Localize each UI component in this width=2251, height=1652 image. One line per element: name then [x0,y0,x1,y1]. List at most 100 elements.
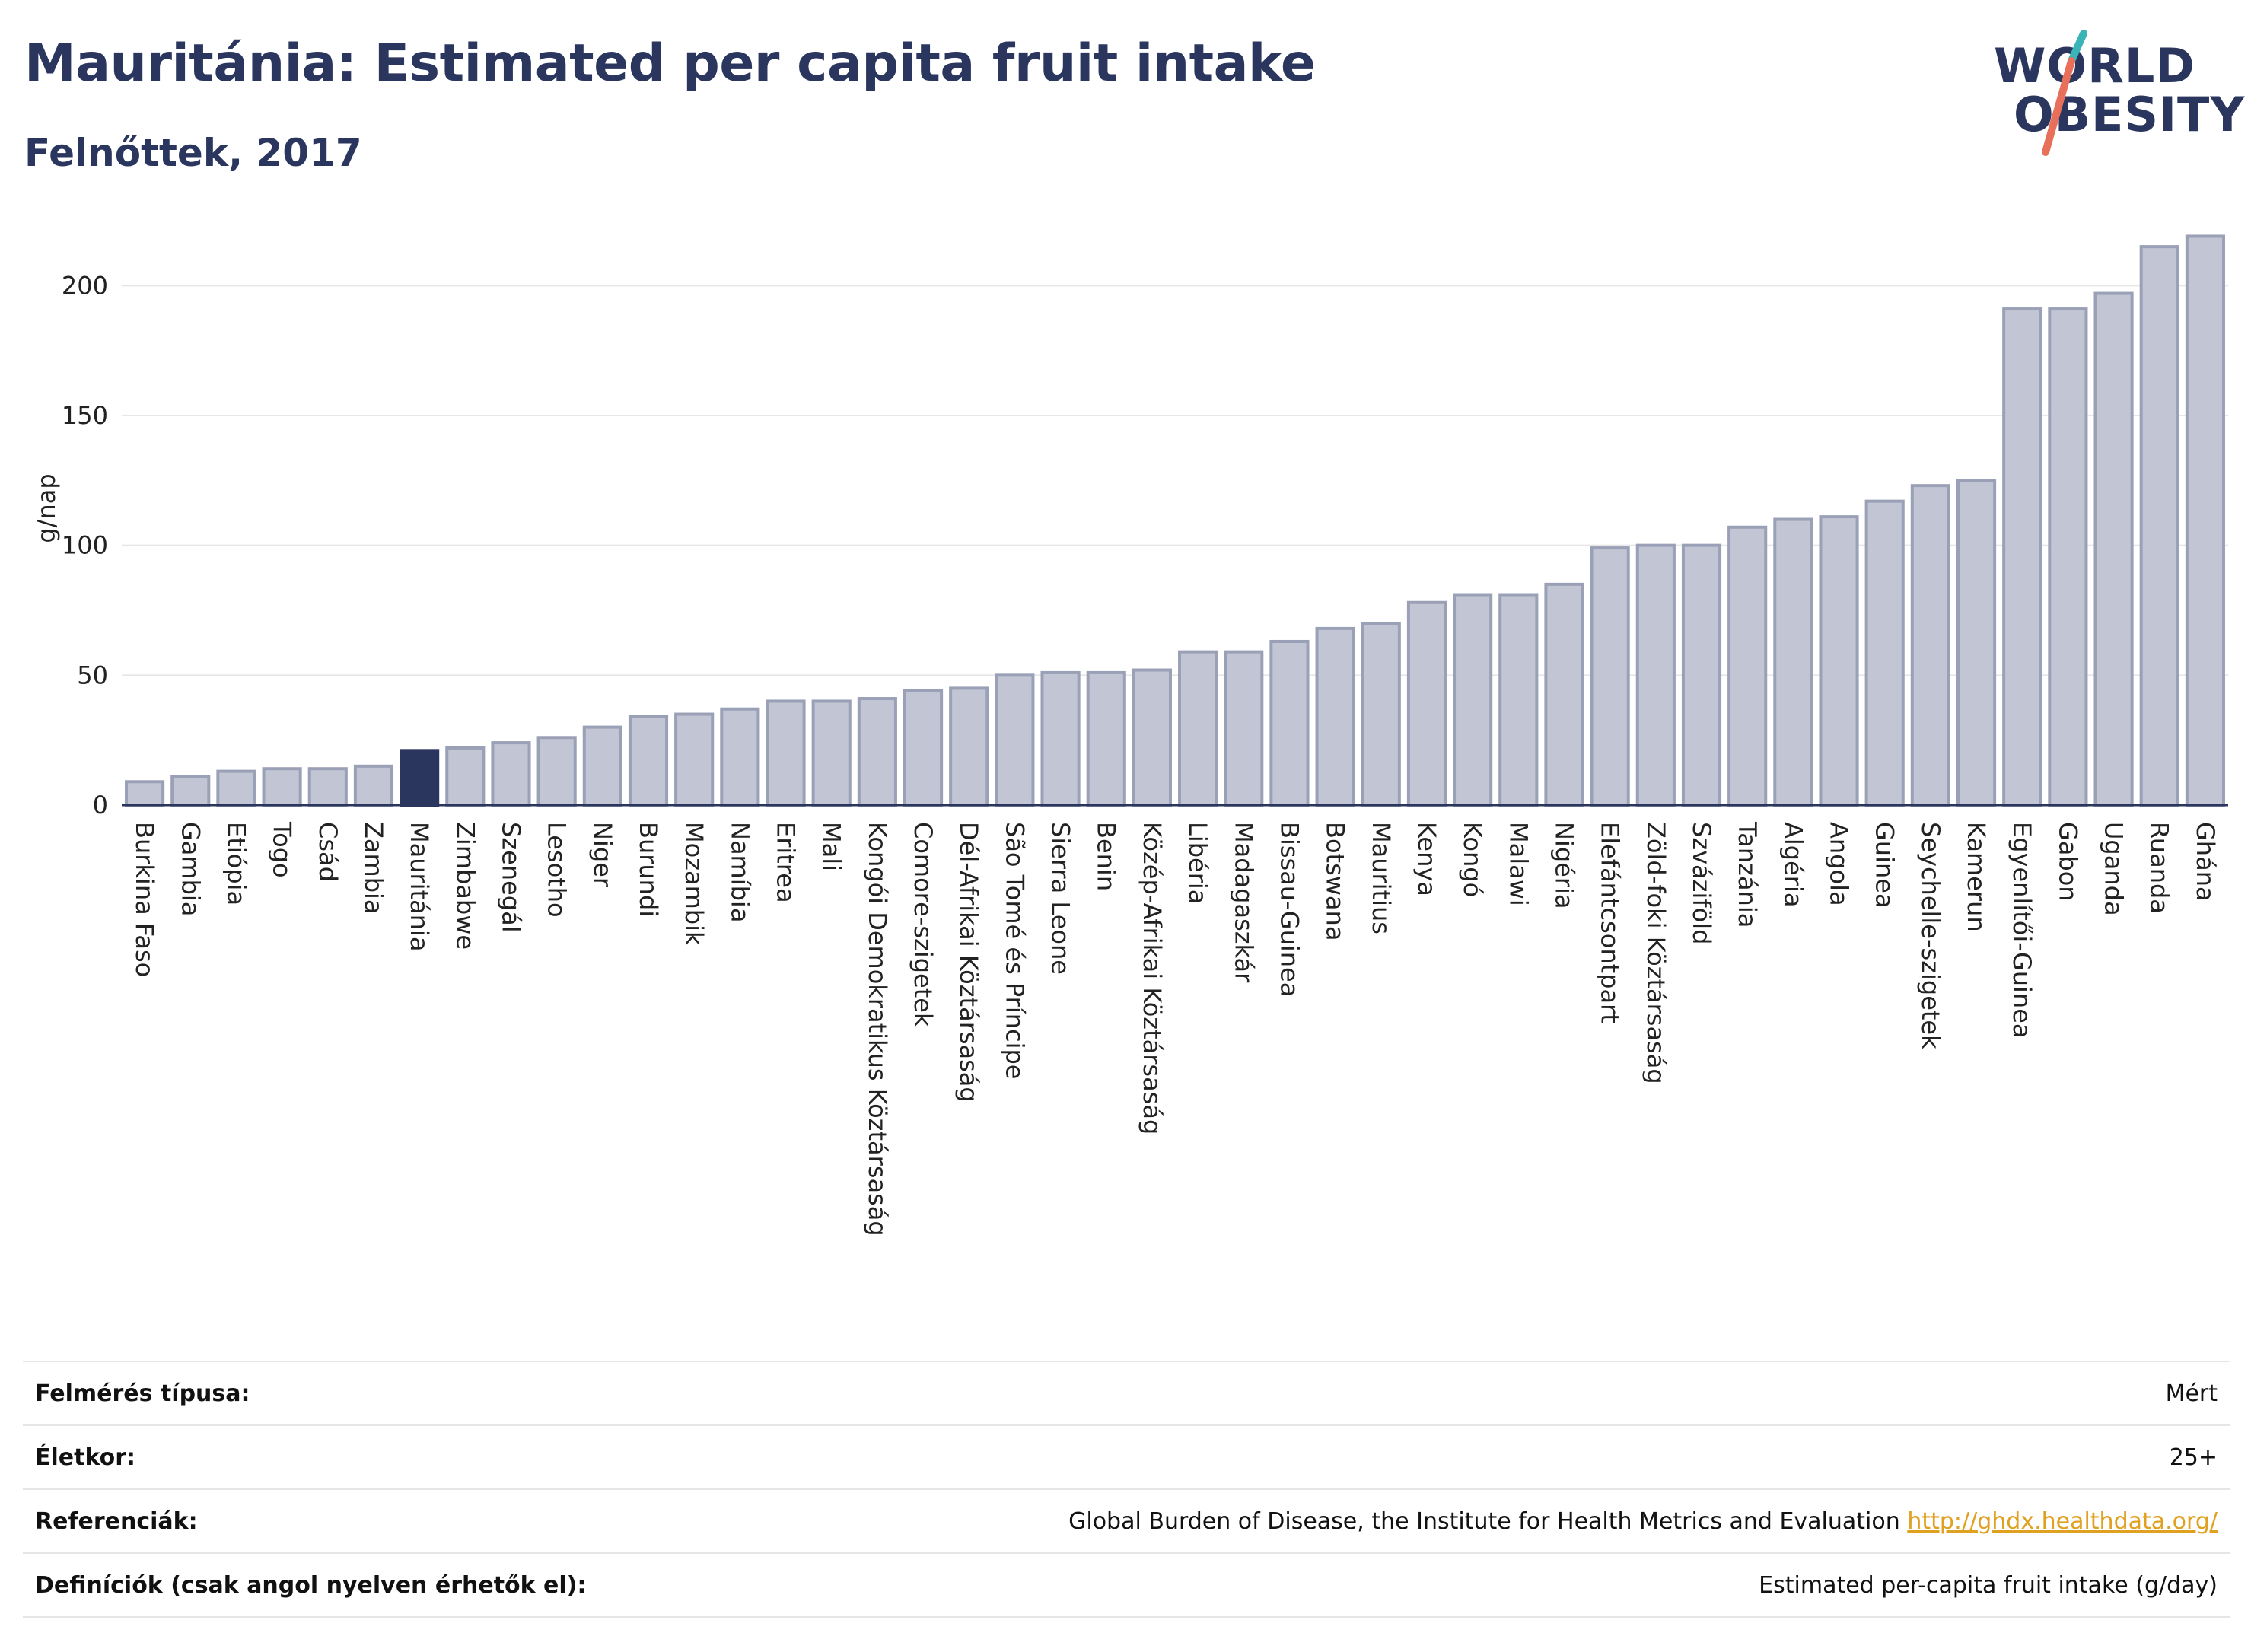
x-tick-label: Nigéria [1549,822,1578,909]
bar-eti-pia[interactable] [216,769,256,807]
x-tick-label: Madagaszkár [1229,822,1258,983]
x-tick-label: Zimbabwe [451,822,479,950]
bar-ruanda[interactable] [2139,245,2179,807]
bar-togo[interactable] [262,767,302,807]
bar-mali[interactable] [811,699,852,807]
x-tick-label: São Tomé és Príncipe [1000,822,1029,1079]
bar-nam-bia[interactable] [720,707,760,807]
y-tick-label: 100 [62,531,108,560]
bar-szv-zif-ld[interactable] [1681,543,1722,807]
metadata-table: Felmérés típusa: Mért Életkor: 25+ Refer… [23,1361,2230,1618]
meta-value: 25+ [2169,1444,2218,1471]
chart-subtitle: Felnőttek, 2017 [24,131,362,175]
bar-benin[interactable] [1086,670,1126,807]
x-tick-label: Ruanda [2145,822,2174,914]
bar-tanz-nia[interactable] [1727,525,1768,807]
bar-burkina-faso[interactable] [125,780,165,807]
meta-row-survey-type: Felmérés típusa: Mért [23,1361,2230,1424]
y-tick-label: 150 [62,401,108,430]
x-tick-label: Csád [314,822,342,882]
bar-kong-i-demokratikus-k-zt-rsas-g[interactable] [857,697,897,807]
bar-egyenl-t-i-guinea[interactable] [2002,307,2042,807]
x-tick-label: Gabon [2053,822,2082,902]
x-tick-label: Kongói Demokratikus Köztársaság [863,822,892,1237]
bar-nig-ria[interactable] [1544,582,1584,807]
bar-angola[interactable] [1819,515,1859,807]
x-tick-label: Seychelle-szigetek [1916,822,1945,1049]
x-tick-label: Niger [588,822,617,888]
y-tick-label: 200 [62,271,108,300]
meta-value: Mért [2165,1380,2218,1407]
x-tick-label: Togo [268,821,297,878]
x-tick-label: Kenya [1412,822,1441,896]
reference-link[interactable]: http://ghdx.healthdata.org/ [1907,1508,2218,1535]
meta-value-references: Global Burden of Disease, the Institute … [1068,1508,2218,1535]
bar-alg-ria[interactable] [1773,517,1813,807]
meta-row-definitions: Definíciók (csak angol nyelven érhetők e… [23,1552,2230,1618]
bar-maurit-nia[interactable] [400,749,440,807]
x-tick-label: Bissau-Guinea [1275,822,1304,997]
bar-uganda[interactable] [2093,291,2134,807]
logo-slash-icon [2042,30,2087,156]
bar-k-z-p-afrikai-k-zt-rsas-g[interactable] [1132,668,1172,807]
x-tick-label: Kongó [1458,822,1487,897]
bar-szeneg-l[interactable] [491,741,531,807]
bar-lib-ria[interactable] [1178,650,1218,807]
bar-comore-szigetek[interactable] [903,689,944,807]
x-tick-label: Mauritánia [405,822,434,951]
x-tick-label: Mali [817,822,846,871]
bar-kamerun[interactable] [1956,479,1997,807]
meta-row-references: Referenciák: Global Burden of Disease, t… [23,1488,2230,1552]
meta-label: Felmérés típusa: [35,1380,250,1407]
bar-cs-d[interactable] [307,767,348,807]
bar-eritrea[interactable] [766,699,806,807]
x-tick-label: Etiópia [221,822,250,906]
bar-kenya[interactable] [1406,600,1447,807]
x-tick-label: Botswana [1321,822,1350,941]
bar-botswana[interactable] [1315,626,1355,807]
x-tick-label: Burundi [634,822,663,917]
bar-chart: 0 50 100 150 200 Burkina Faso Gambia Etiópia To… [32,234,2228,1237]
x-tick-label: Malawi [1504,822,1533,906]
y-tick-labels: 0 50 100 150 200 [62,271,108,820]
bar-s-o-tom-s-pr-ncipe[interactable] [995,673,1035,807]
x-tick-label: Gambia [176,822,205,916]
bar-gabon[interactable] [2048,307,2088,807]
meta-label: Definíciók (csak angol nyelven érhetők e… [35,1572,587,1599]
meta-value: Estimated per-capita fruit intake (g/day… [1759,1572,2218,1599]
bar-d-l-afrikai-k-zt-rsas-g[interactable] [949,686,989,807]
bar-malawi[interactable] [1498,593,1539,807]
x-tick-label: Guinea [1871,822,1899,909]
bar-elef-ntcsontpart[interactable] [1590,546,1630,807]
y-axis-label: g/nap [32,473,61,543]
bar-madagaszk-r[interactable] [1224,650,1264,807]
meta-row-age: Életkor: 25+ [23,1424,2230,1488]
bar-gh-na[interactable] [2185,234,2225,807]
bar-zimbabwe[interactable] [445,746,486,807]
x-tick-label: Mozambik [680,822,708,946]
chart-title: Mauritánia: Estimated per capita fruit i… [24,33,1316,94]
bar-lesotho[interactable] [536,736,577,807]
bar-guinea[interactable] [1864,499,1905,807]
x-tick-label: Sierra Leone [1046,822,1075,975]
meta-label: Életkor: [35,1444,136,1471]
bar-z-ld-foki-k-zt-rsas-g[interactable] [1635,543,1676,807]
bar-seychelle-szigetek[interactable] [1910,484,1950,807]
x-tick-label: Zöld-foki Köztársaság [1641,822,1670,1084]
x-tick-label: Comore-szigetek [909,822,938,1027]
x-tick-label: Benin [1092,822,1121,891]
bar-zambia[interactable] [353,764,394,807]
y-tick-label: 50 [77,660,108,689]
x-tick-label: Szenegál [496,822,525,933]
bar-bissau-guinea[interactable] [1269,639,1310,807]
x-tick-label: Kamerun [1962,822,1991,932]
bar-gambia[interactable] [170,775,211,807]
bar-mauritius[interactable] [1361,622,1401,807]
bar-mozambik[interactable] [674,712,715,807]
bar-burundi[interactable] [628,715,669,807]
x-tick-label: Dél-Afrikai Köztársaság [954,822,983,1103]
x-tick-label: Burkina Faso [130,822,159,977]
bar-niger[interactable] [582,725,622,807]
bar-sierra-leone[interactable] [1040,670,1081,807]
bar-kong-[interactable] [1453,593,1493,807]
